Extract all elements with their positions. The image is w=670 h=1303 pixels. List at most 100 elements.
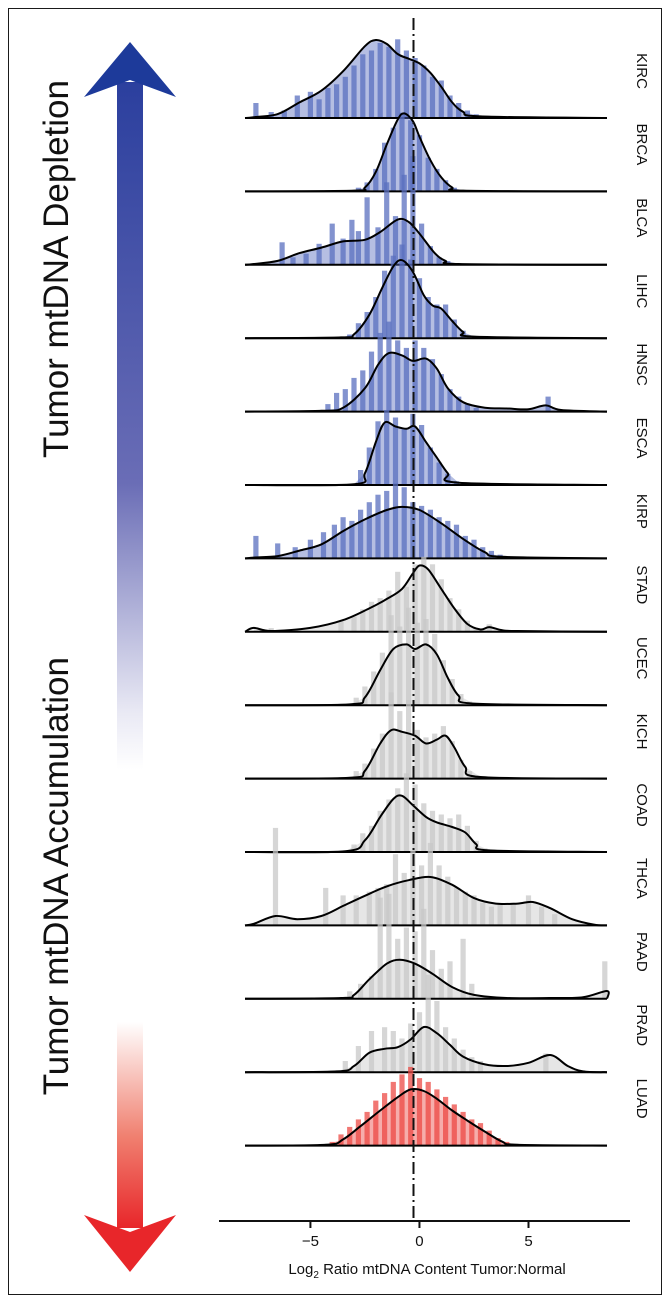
histogram-bin (386, 799, 392, 852)
histogram-bin (427, 842, 433, 926)
histogram-bin (279, 242, 285, 265)
histogram-bin (434, 304, 440, 339)
histogram-bin (408, 1066, 414, 1146)
histogram-bin (355, 1046, 361, 1073)
histogram-bin (340, 895, 346, 926)
histogram-bin (358, 509, 364, 559)
histogram-bin (377, 810, 383, 853)
histogram-bin (460, 938, 466, 999)
histogram-bin (375, 494, 381, 559)
row-label-thca: THCA (633, 858, 650, 899)
histogram-bin (427, 246, 433, 265)
histogram-bin (401, 872, 407, 926)
histogram-bin (331, 524, 337, 559)
histogram-bin (456, 103, 462, 118)
density-area (349, 644, 474, 706)
histogram-bin (395, 340, 401, 412)
histogram-bin (406, 607, 412, 706)
histogram-bin (436, 257, 442, 265)
density-curve (244, 217, 608, 266)
histogram-bin (447, 818, 453, 853)
histogram-bin (416, 135, 423, 192)
histogram-bin (419, 865, 425, 926)
histogram-bin (497, 902, 503, 926)
histogram-bin (539, 906, 545, 926)
histogram-bin (425, 157, 431, 192)
ridge-row-kirc: KIRC (244, 38, 650, 119)
histogram-bin (351, 65, 357, 118)
histogram-bin (456, 609, 462, 632)
histogram-bin (384, 410, 390, 485)
histogram-bin (340, 238, 346, 265)
histogram-bin (440, 726, 446, 779)
histogram-bin (399, 1038, 405, 1073)
histogram-bin (423, 619, 429, 706)
histogram-bin (436, 462, 442, 485)
histogram-bin (408, 1023, 414, 1073)
histogram-bin (436, 517, 442, 559)
histogram-bin (447, 389, 453, 412)
histogram-bin (421, 347, 427, 412)
histogram-bin (469, 1057, 475, 1073)
histogram-bin (386, 46, 392, 119)
histogram-bin (384, 490, 390, 559)
density-curve (244, 875, 608, 927)
histogram-bin (473, 407, 479, 412)
histogram-bin (351, 616, 357, 632)
row-label-kirp: KIRP (633, 494, 650, 529)
arrow-head-top (84, 42, 176, 97)
histogram-bin (495, 1138, 501, 1146)
histogram-bin (342, 389, 348, 412)
histogram-bin (412, 931, 418, 999)
histogram-bin (443, 1096, 449, 1146)
histogram-bin (364, 1111, 370, 1146)
histogram-bin (429, 810, 436, 853)
histogram-bin (488, 550, 494, 559)
histogram-bin (545, 396, 551, 412)
histogram-bin (355, 1119, 361, 1146)
histogram-bin (410, 413, 416, 486)
histogram-bin (386, 893, 392, 999)
histogram-bin (316, 243, 322, 265)
density-curve (244, 505, 608, 560)
histogram-bin (384, 182, 390, 265)
histogram-bin (412, 564, 418, 632)
density-curve (244, 1088, 608, 1147)
histogram-bin (438, 579, 444, 632)
histogram-bin (397, 626, 403, 706)
histogram-bin (451, 1104, 457, 1146)
x-tick-label: 5 (524, 1233, 532, 1250)
histogram-bin (364, 182, 370, 192)
histogram-bin (477, 1123, 484, 1146)
histogram-bin (443, 304, 449, 339)
histogram-bin (340, 517, 346, 559)
ridge-row-blca: BLCA (244, 156, 650, 266)
histogram-bin (456, 814, 462, 852)
histogram-bin (602, 961, 608, 999)
row-label-kirc: KIRC (633, 53, 650, 89)
histogram-bin (449, 679, 455, 706)
histogram-bin (320, 532, 327, 559)
histogram-bin (488, 906, 494, 926)
histogram-bin (414, 729, 420, 779)
histogram-bin (434, 1001, 440, 1073)
histogram-bin (414, 622, 420, 706)
histogram-bin (364, 197, 370, 265)
histogram-bin (349, 219, 355, 265)
histogram-bin (403, 347, 409, 412)
x-axis: −5 0 5 Log2 Ratio mtDNA Content Tumor:Norm… (219, 1220, 630, 1281)
density-curve (244, 420, 608, 487)
density-curve (244, 643, 608, 707)
histogram-bin (458, 694, 464, 706)
x-tick-label: −5 (302, 1233, 319, 1250)
histogram-bin (462, 891, 468, 926)
histogram-bin (382, 1093, 388, 1146)
histogram-bin (390, 127, 396, 192)
histogram-bin (443, 180, 449, 192)
histogram-bin (349, 520, 355, 559)
histogram-bin (438, 374, 444, 412)
histogram-bin (456, 396, 462, 412)
histogram-bin (447, 95, 453, 118)
histogram-bin (368, 976, 375, 999)
histogram-bin (360, 609, 366, 632)
